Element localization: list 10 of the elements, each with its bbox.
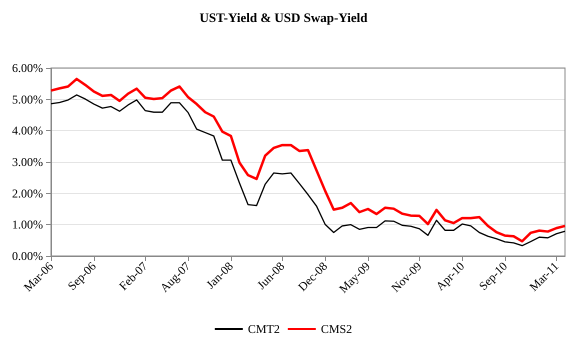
y-tick-label: 5.00% xyxy=(12,92,43,106)
chart-title: UST-Yield & USD Swap-Yield xyxy=(200,10,368,25)
y-tick-label: 6.00% xyxy=(12,61,43,75)
y-tick-label: 4.00% xyxy=(12,124,43,138)
y-tick-label: 3.00% xyxy=(12,155,43,169)
y-tick-label: 2.00% xyxy=(12,186,43,200)
legend-label: CMS2 xyxy=(320,322,352,336)
y-tick-label: 0.00% xyxy=(12,249,43,263)
legend-label: CMT2 xyxy=(248,322,280,336)
y-tick-label: 1.00% xyxy=(12,218,43,232)
